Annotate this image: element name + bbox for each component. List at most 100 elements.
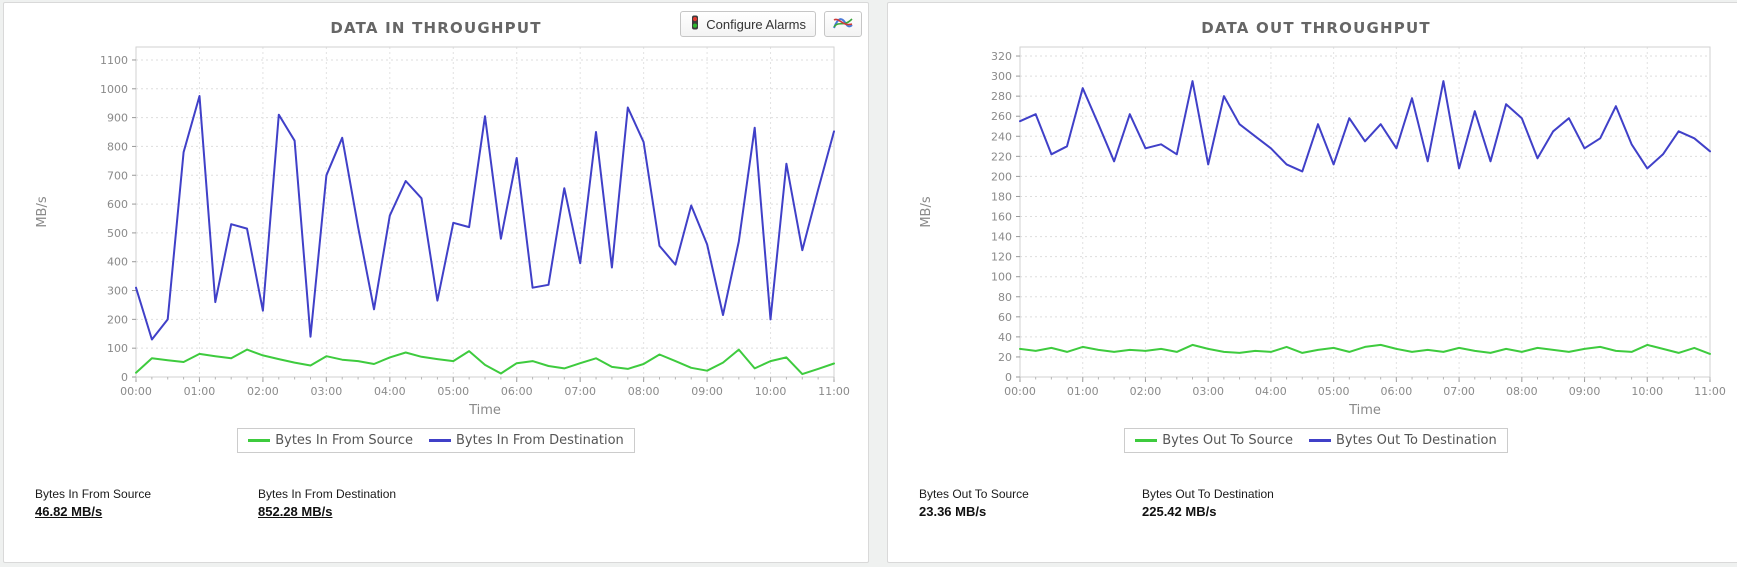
data-in-panel: Configure Alarms DATA IN THROUGHPUT 0 100… bbox=[3, 2, 869, 563]
svg-text:0: 0 bbox=[1005, 371, 1012, 384]
stat-value: 225.42 MB/s bbox=[1142, 504, 1217, 519]
series-bytes-in-from-destination bbox=[135, 95, 835, 341]
series-bytes-out-to-source bbox=[1019, 343, 1711, 355]
svg-text:300: 300 bbox=[107, 285, 128, 298]
stat-bytes-in-from-destination: Bytes In From Destination 852.28 MB/s bbox=[258, 487, 481, 519]
svg-text:05:00: 05:00 bbox=[1318, 385, 1350, 398]
svg-text:0: 0 bbox=[121, 371, 128, 384]
svg-text:200: 200 bbox=[991, 170, 1012, 183]
svg-text:100: 100 bbox=[107, 342, 128, 355]
legend-item-bytes-in-from-source[interactable]: Bytes In From Source bbox=[248, 433, 413, 448]
svg-text:160: 160 bbox=[991, 211, 1012, 224]
svg-text:100: 100 bbox=[991, 271, 1012, 284]
stat-label: Bytes Out To Destination bbox=[1142, 487, 1274, 501]
data-out-chart-plot: 0 20 40 60 80 100 120 140 160 180 200 220 240 260 280 3… bbox=[919, 46, 1726, 418]
svg-text:10:00: 10:00 bbox=[1631, 385, 1663, 398]
svg-text:07:00: 07:00 bbox=[1443, 385, 1475, 398]
svg-text:300: 300 bbox=[991, 70, 1012, 83]
svg-text:800: 800 bbox=[107, 140, 128, 153]
stat-bytes-out-to-destination: Bytes Out To Destination 225.42 MB/s bbox=[1142, 487, 1365, 519]
svg-text:140: 140 bbox=[991, 231, 1012, 244]
legend-label: Bytes Out To Source bbox=[1162, 433, 1294, 448]
multi-line-chart-icon bbox=[833, 15, 853, 33]
svg-text:02:00: 02:00 bbox=[1130, 385, 1162, 398]
legend-label: Bytes In From Source bbox=[275, 433, 414, 448]
chart-view-button[interactable] bbox=[824, 11, 862, 37]
svg-text:500: 500 bbox=[107, 227, 128, 240]
svg-text:240: 240 bbox=[991, 130, 1012, 143]
axes bbox=[1016, 46, 1711, 382]
stat-label: Bytes In From Destination bbox=[258, 487, 397, 501]
legend-item-bytes-out-to-destination[interactable]: Bytes Out To Destination bbox=[1309, 433, 1497, 448]
stat-bytes-in-from-source: Bytes In From Source 46.82 MB/s bbox=[35, 487, 258, 519]
blue-line-swatch bbox=[1309, 439, 1332, 442]
green-line-swatch bbox=[1135, 439, 1158, 442]
gridlines bbox=[136, 47, 834, 377]
stat-value: 23.36 MB/s bbox=[919, 504, 987, 519]
axes bbox=[132, 46, 835, 382]
svg-text:04:00: 04:00 bbox=[374, 385, 406, 398]
data-out-legend: Bytes Out To Source Bytes Out To Destina… bbox=[1124, 428, 1508, 453]
svg-text:06:00: 06:00 bbox=[1381, 385, 1413, 398]
svg-text:1100: 1100 bbox=[100, 54, 128, 67]
configure-alarms-button[interactable]: Configure Alarms bbox=[680, 11, 816, 37]
axis-labels: 0 100 200 300 400 500 600 700 800 900 1000 1100 00:0… bbox=[35, 54, 850, 418]
svg-text:08:00: 08:00 bbox=[628, 385, 660, 398]
legend-label: Bytes Out To Destination bbox=[1336, 433, 1497, 448]
svg-text:01:00: 01:00 bbox=[1067, 385, 1099, 398]
svg-text:60: 60 bbox=[998, 311, 1012, 324]
svg-text:11:00: 11:00 bbox=[818, 385, 850, 398]
axis-labels: 0 20 40 60 80 100 120 140 160 180 200 220 240 260 280 3… bbox=[919, 50, 1726, 418]
stat-bytes-out-to-source: Bytes Out To Source 23.36 MB/s bbox=[919, 487, 1142, 519]
legend-item-bytes-in-from-destination[interactable]: Bytes In From Destination bbox=[429, 433, 624, 448]
svg-text:80: 80 bbox=[998, 291, 1012, 304]
data-in-stats: Bytes In From Source 46.82 MB/s Bytes In… bbox=[4, 487, 868, 519]
panel-toolbar: Configure Alarms bbox=[680, 11, 862, 37]
svg-text:700: 700 bbox=[107, 169, 128, 182]
svg-text:1000: 1000 bbox=[100, 83, 128, 96]
series-bytes-out-to-destination bbox=[1019, 80, 1711, 173]
svg-text:120: 120 bbox=[991, 251, 1012, 264]
svg-text:07:00: 07:00 bbox=[564, 385, 596, 398]
stat-value-link[interactable]: 46.82 MB/s bbox=[35, 504, 103, 519]
x-axis-title: Time bbox=[1348, 403, 1381, 418]
y-axis-title: MB/s bbox=[35, 196, 50, 228]
stat-value-link[interactable]: 852.28 MB/s bbox=[258, 504, 333, 519]
data-in-chart: 0 100 200 300 400 500 600 700 800 900 1000 1100 00:0… bbox=[4, 39, 868, 424]
svg-text:01:00: 01:00 bbox=[184, 385, 216, 398]
traffic-light-icon bbox=[690, 15, 700, 33]
svg-text:40: 40 bbox=[998, 331, 1012, 344]
svg-text:03:00: 03:00 bbox=[311, 385, 343, 398]
series-bytes-in-from-source bbox=[135, 348, 835, 376]
legend-item-bytes-out-to-source[interactable]: Bytes Out To Source bbox=[1135, 433, 1293, 448]
svg-text:02:00: 02:00 bbox=[247, 385, 279, 398]
configure-alarms-label: Configure Alarms bbox=[706, 16, 806, 32]
svg-text:280: 280 bbox=[991, 90, 1012, 103]
gridlines bbox=[1020, 47, 1710, 377]
svg-text:20: 20 bbox=[998, 351, 1012, 364]
data-in-legend: Bytes In From Source Bytes In From Desti… bbox=[237, 428, 635, 453]
green-line-swatch bbox=[248, 439, 271, 442]
svg-text:00:00: 00:00 bbox=[120, 385, 152, 398]
data-in-chart-plot: 0 100 200 300 400 500 600 700 800 900 1000 1100 00:0… bbox=[35, 46, 850, 418]
svg-text:180: 180 bbox=[991, 190, 1012, 203]
svg-text:260: 260 bbox=[991, 110, 1012, 123]
svg-text:09:00: 09:00 bbox=[1569, 385, 1601, 398]
svg-text:220: 220 bbox=[991, 150, 1012, 163]
data-out-legend-row: Bytes Out To Source Bytes Out To Destina… bbox=[888, 428, 1737, 453]
data-in-legend-row: Bytes In From Source Bytes In From Desti… bbox=[4, 428, 868, 453]
stat-label: Bytes In From Source bbox=[35, 487, 152, 501]
data-out-stats: Bytes Out To Source 23.36 MB/s Bytes Out… bbox=[888, 487, 1737, 519]
svg-text:400: 400 bbox=[107, 256, 128, 269]
svg-text:03:00: 03:00 bbox=[1192, 385, 1224, 398]
svg-text:00:00: 00:00 bbox=[1004, 385, 1036, 398]
svg-text:900: 900 bbox=[107, 112, 128, 125]
svg-text:06:00: 06:00 bbox=[501, 385, 533, 398]
svg-text:04:00: 04:00 bbox=[1255, 385, 1287, 398]
stat-label: Bytes Out To Source bbox=[919, 487, 1029, 501]
legend-label: Bytes In From Destination bbox=[456, 433, 624, 448]
svg-text:200: 200 bbox=[107, 313, 128, 326]
x-axis-title: Time bbox=[468, 403, 501, 418]
svg-text:11:00: 11:00 bbox=[1694, 385, 1726, 398]
